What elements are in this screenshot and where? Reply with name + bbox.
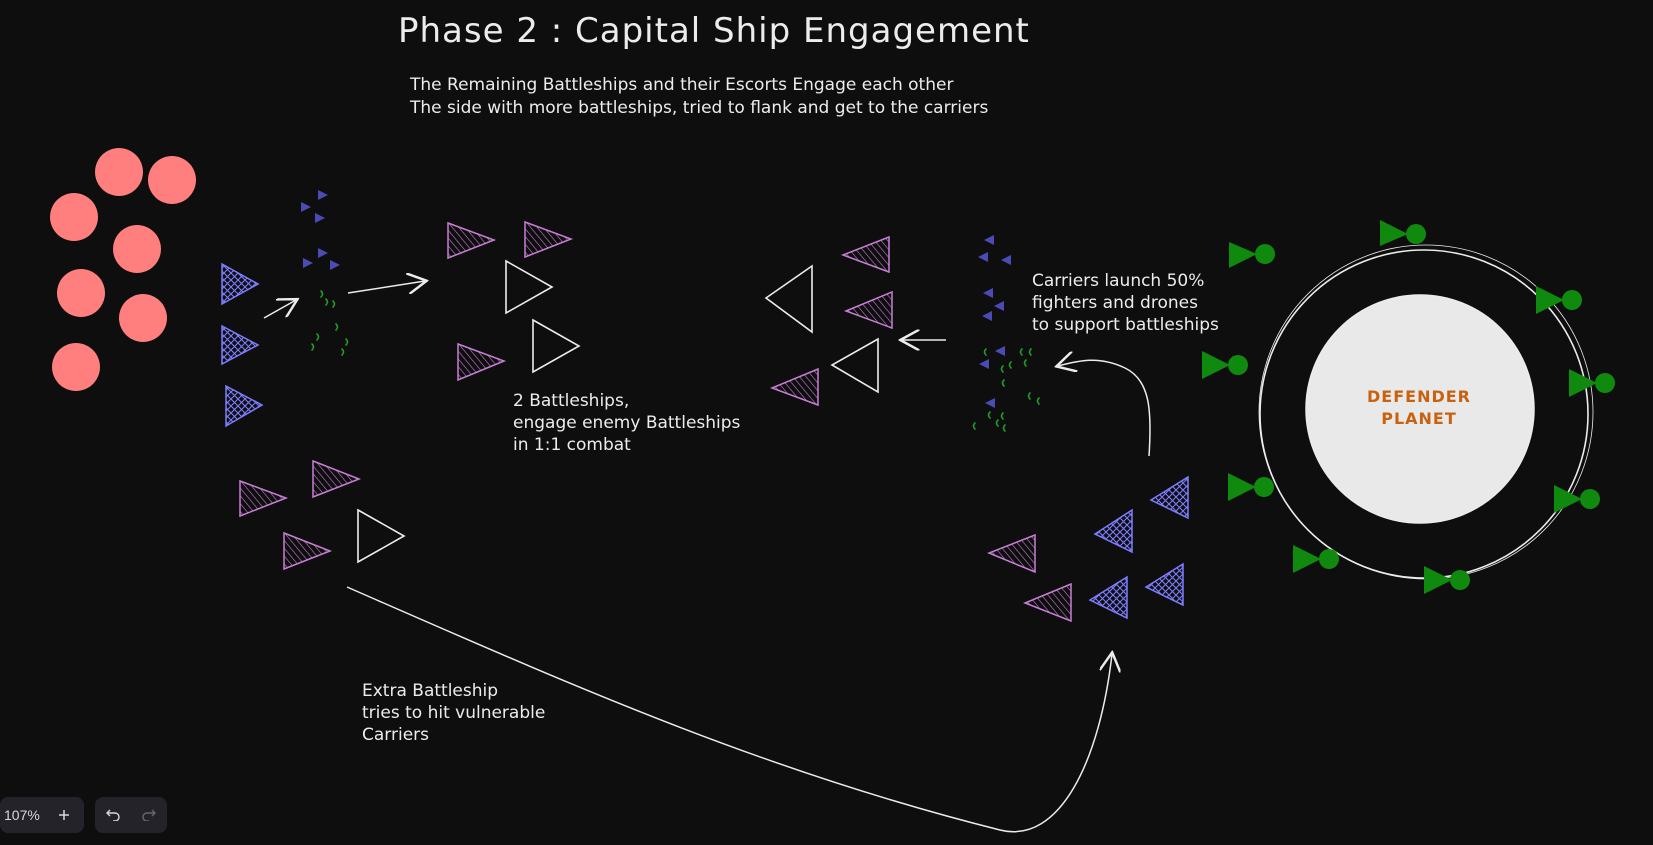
advance-arrow[interactable] [347, 281, 425, 293]
escort-triangle[interactable] [1088, 575, 1128, 620]
svg-text:fighters and drones: fighters and drones [1032, 293, 1198, 313]
defense-platform [1228, 473, 1274, 501]
svg-text:Carriers: Carriers [362, 725, 429, 745]
battleship-triangle[interactable] [532, 318, 581, 374]
escort-triangle[interactable] [225, 384, 264, 428]
note-extra-battleship: Extra Battleship tries to hit vulnerable… [362, 681, 545, 745]
zoom-level[interactable]: 107% [4, 807, 40, 823]
battleship-triangle[interactable] [830, 337, 879, 394]
defense-platform [1202, 351, 1248, 379]
planet-defenses[interactable] [1202, 220, 1615, 594]
svg-text:2 Battleships,: 2 Battleships, [513, 391, 629, 411]
defender-planet[interactable]: DEFENDER PLANET [1258, 244, 1594, 580]
plus-icon [58, 810, 69, 820]
defense-platform [1293, 545, 1339, 573]
svg-text:in 1:1 combat: in 1:1 combat [513, 435, 631, 455]
page-title: Phase 2 : Capital Ship Engagement [398, 11, 1030, 51]
escort-triangle[interactable] [221, 262, 260, 306]
carrier-circle[interactable] [119, 294, 167, 342]
attacker-battle-group-flank[interactable] [239, 459, 406, 571]
note-battleships-engage: 2 Battleships, engage enemy Battleships … [513, 391, 741, 455]
battleship-escort-triangle[interactable] [840, 235, 890, 274]
planet-body[interactable] [1305, 294, 1535, 524]
battleship-escort-triangle[interactable] [447, 221, 497, 260]
redo-button[interactable] [131, 797, 167, 833]
redo-icon [142, 809, 156, 821]
carrier-circle[interactable] [113, 225, 161, 273]
attacker-drones[interactable] [301, 190, 340, 270]
battleship-escort-triangle[interactable] [283, 531, 333, 571]
defender-carrier-group[interactable] [986, 475, 1189, 623]
escort-triangle[interactable] [1093, 508, 1133, 554]
planet-label-line-2: PLANET [1381, 409, 1457, 428]
battleship-escort-triangle[interactable] [986, 533, 1036, 574]
battleship-escort-triangle[interactable] [1022, 582, 1072, 623]
battleship-triangle[interactable] [505, 259, 554, 315]
defense-platform [1569, 369, 1615, 397]
defender-battle-group[interactable] [764, 235, 893, 407]
carrier-circle[interactable] [57, 269, 105, 317]
undo-icon [106, 809, 120, 821]
svg-text:to support battleships: to support battleships [1032, 315, 1219, 335]
battleship-escort-triangle[interactable] [457, 342, 507, 382]
carrier-circle[interactable] [52, 343, 100, 391]
defense-platform [1536, 286, 1582, 314]
undo-button[interactable] [95, 797, 131, 833]
battleship-escort-triangle[interactable] [524, 220, 574, 259]
escort-triangle[interactable] [1144, 562, 1184, 607]
attacker-carriers[interactable] [50, 148, 196, 391]
battleship-triangle[interactable] [764, 264, 813, 334]
flank-arrow[interactable] [346, 586, 1112, 833]
note-carriers-launch: Carriers launch 50% fighters and drones … [1032, 271, 1219, 335]
battleship-triangle[interactable] [357, 508, 406, 564]
intro-line-1: The Remaining Battleships and their Esco… [409, 75, 953, 95]
zoom-toolbar: 107% [0, 797, 84, 833]
battleship-escort-triangle[interactable] [843, 290, 893, 330]
escort-triangle[interactable] [221, 324, 260, 366]
defense-platform [1424, 566, 1470, 594]
zoom-in-button[interactable] [46, 797, 82, 833]
launch-arrow[interactable] [1058, 360, 1151, 457]
escort-triangle[interactable] [1149, 475, 1189, 520]
history-toolbar [95, 797, 167, 833]
defense-platform [1554, 485, 1600, 513]
defender-fighters[interactable] [972, 348, 1040, 432]
advance-arrow-small[interactable] [263, 300, 296, 319]
battleship-escort-triangle[interactable] [769, 367, 819, 407]
carrier-circle[interactable] [50, 193, 98, 241]
battleship-escort-triangle[interactable] [312, 459, 362, 499]
attacker-battle-group-front[interactable] [447, 220, 581, 382]
attacker-escorts[interactable] [221, 262, 264, 428]
defense-platform [1380, 220, 1426, 246]
battleship-escort-triangle[interactable] [239, 479, 289, 518]
svg-text:tries to hit vulnerable: tries to hit vulnerable [362, 703, 545, 723]
intro-line-2: The side with more battleships, tried to… [409, 98, 988, 118]
planet-label-line-1: DEFENDER [1367, 387, 1471, 406]
attacker-fighters[interactable] [311, 290, 349, 356]
carrier-circle[interactable] [148, 156, 196, 204]
svg-text:Extra Battleship: Extra Battleship [362, 681, 498, 701]
carrier-circle[interactable] [95, 148, 143, 196]
defense-platform [1229, 242, 1275, 268]
defender-drones[interactable] [978, 235, 1011, 408]
svg-text:Carriers launch 50%: Carriers launch 50% [1032, 271, 1204, 291]
svg-text:engage enemy Battleships: engage enemy Battleships [513, 413, 741, 433]
